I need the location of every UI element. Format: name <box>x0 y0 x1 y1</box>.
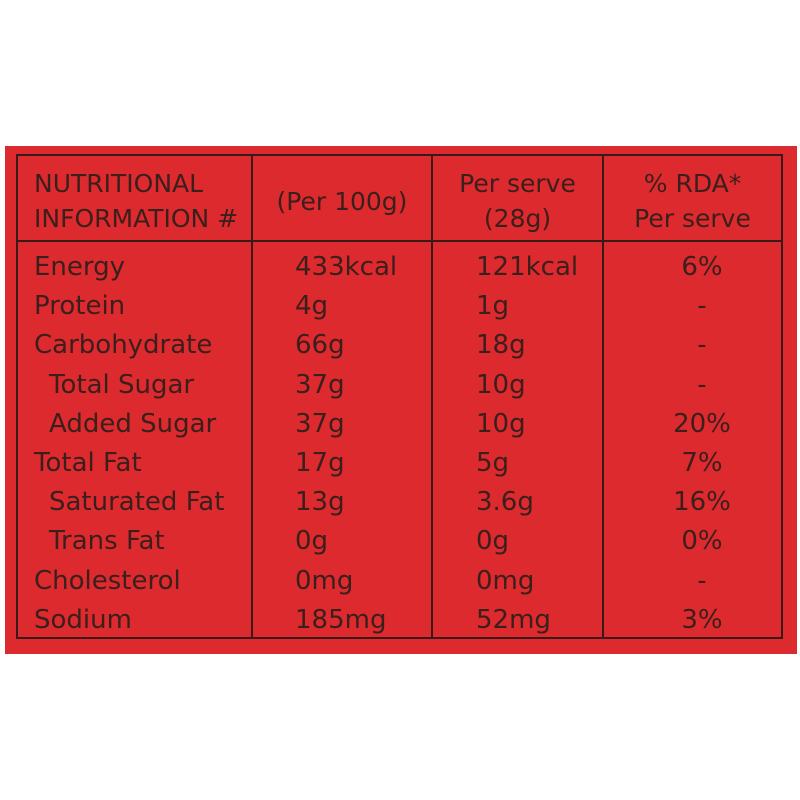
table-row: Energy 433kcal 121kcal 6% <box>18 248 781 287</box>
rda-value: - <box>697 291 707 322</box>
nutrient-name: Total Fat <box>34 448 142 478</box>
per-serve-value: 3.6g <box>476 487 534 518</box>
table-row: Saturated Fat 13g 3.6g 16% <box>18 483 781 522</box>
per-serve-value: 121kcal <box>476 252 579 282</box>
table-row: Sodium 185mg 52mg 3% <box>18 601 781 640</box>
header-divider <box>18 240 781 242</box>
per100g-value: 0g <box>295 526 329 557</box>
rda-value: - <box>697 369 707 400</box>
per100g-value: 17g <box>295 448 345 478</box>
table-row: Total Sugar 37g 10g - <box>18 366 781 405</box>
header-per-serve-line1: Per serve <box>459 169 576 198</box>
nutrient-name: Total Sugar <box>49 369 195 400</box>
header-per100g: (Per 100g) <box>276 187 408 216</box>
nutrient-name: Sodium <box>34 604 132 635</box>
header-rda: % RDA* Per serve <box>604 166 781 236</box>
nutrient-name: Energy <box>34 252 126 282</box>
nutrient-name: Carbohydrate <box>34 330 213 361</box>
rda-value: 7% <box>681 448 723 478</box>
rda-value: - <box>697 330 707 361</box>
rda-value: - <box>697 565 707 596</box>
per-serve-value: 18g <box>476 330 526 361</box>
column-divider <box>431 156 433 637</box>
column-divider <box>602 156 604 637</box>
rda-value: 0% <box>681 526 723 557</box>
nutrient-name: Saturated Fat <box>49 487 225 518</box>
table-row: Carbohydrate 66g 18g - <box>18 326 781 365</box>
nutrition-label-panel: NUTRITIONAL INFORMATION # (Per 100g) Per… <box>5 146 797 654</box>
header-nutrient-line2: INFORMATION # <box>34 204 239 233</box>
header-rda-line1: % RDA* <box>643 169 742 198</box>
per-serve-value: 1g <box>476 291 510 322</box>
rda-value: 16% <box>673 487 731 518</box>
per-serve-value: 52mg <box>476 604 551 635</box>
per100g-value: 433kcal <box>295 252 398 282</box>
table-row: Total Fat 17g 5g 7% <box>18 444 781 483</box>
table-row: Protein 4g 1g - <box>18 287 781 326</box>
nutrient-name: Cholesterol <box>34 565 181 596</box>
per-serve-value: 5g <box>476 448 510 478</box>
nutrient-name: Protein <box>34 291 126 322</box>
table-row: Cholesterol 0mg 0mg - <box>18 562 781 601</box>
per100g-value: 0mg <box>295 565 354 596</box>
per-serve-value: 10g <box>476 408 526 439</box>
nutrient-name: Added Sugar <box>49 408 217 439</box>
column-divider <box>251 156 253 637</box>
per-serve-value: 10g <box>476 369 526 400</box>
nutrition-table: NUTRITIONAL INFORMATION # (Per 100g) Per… <box>16 154 783 639</box>
per100g-value: 185mg <box>295 604 387 635</box>
per100g-value: 4g <box>295 291 329 322</box>
per100g-value: 37g <box>295 369 345 400</box>
per100g-value: 66g <box>295 330 345 361</box>
header-nutrient: NUTRITIONAL INFORMATION # <box>34 166 238 236</box>
table-row: Trans Fat 0g 0g 0% <box>18 522 781 561</box>
header-rda-line2: Per serve <box>634 204 751 233</box>
rda-value: 3% <box>681 604 723 635</box>
per-serve-value: 0mg <box>476 565 535 596</box>
per100g-value: 37g <box>295 408 345 439</box>
rda-value: 20% <box>673 408 731 439</box>
header-nutrient-line1: NUTRITIONAL <box>34 169 204 198</box>
per100g-value: 13g <box>295 487 345 518</box>
header-per-serve-line2: (28g) <box>483 204 552 233</box>
rda-value: 6% <box>681 252 723 282</box>
nutrient-name: Trans Fat <box>49 526 165 557</box>
header-per-serve: Per serve (28g) <box>433 166 602 236</box>
table-row: Added Sugar 37g 10g 20% <box>18 405 781 444</box>
per-serve-value: 0g <box>476 526 510 557</box>
